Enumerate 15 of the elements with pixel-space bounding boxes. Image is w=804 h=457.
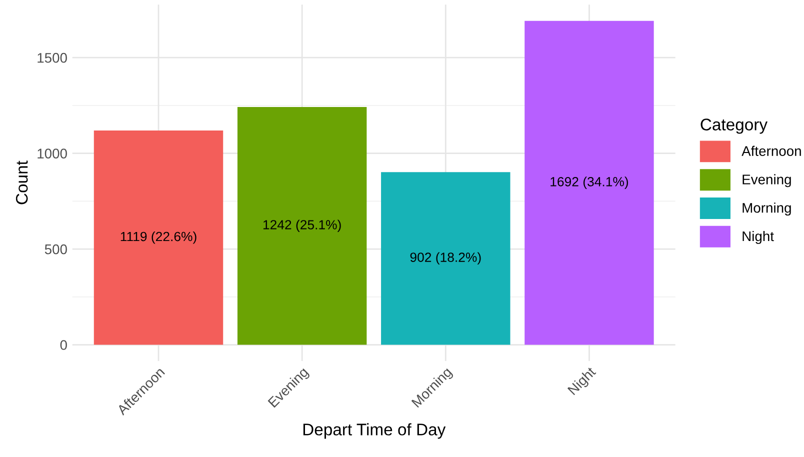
- legend-label: Morning: [742, 202, 791, 216]
- data-label: 902 (18.2%): [410, 252, 481, 265]
- legend-title: Category: [700, 118, 768, 134]
- legend-label: Night: [742, 230, 774, 244]
- x-axis-title: Depart Time of Day: [303, 423, 446, 439]
- y-tick-label: 0: [60, 340, 67, 350]
- y-axis-title: Count: [16, 160, 28, 204]
- y-tick-label: 1500: [38, 52, 67, 63]
- data-label: 1119 (22.6%): [120, 231, 196, 244]
- legend-label: Afternoon: [742, 146, 801, 156]
- y-tick-label: 500: [44, 244, 67, 254]
- legend-label: Evening: [742, 174, 791, 188]
- data-label: 1242 (25.1%): [263, 220, 341, 232]
- y-tick-label: 1000: [38, 148, 67, 158]
- data-label: 1692 (34.1%): [550, 176, 628, 189]
